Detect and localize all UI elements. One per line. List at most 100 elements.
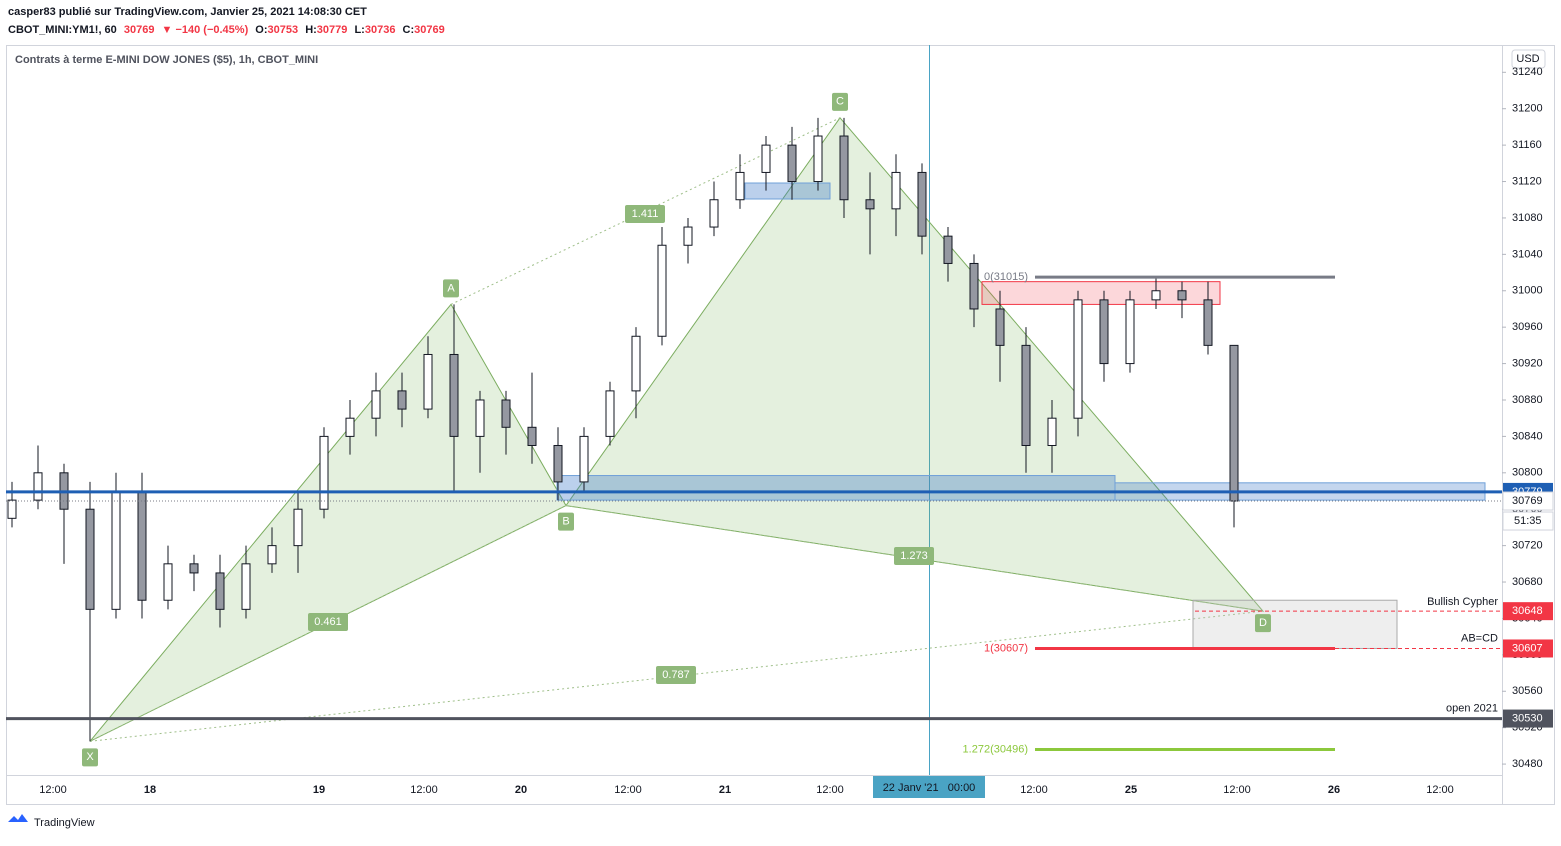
chart-title: Contrats à terme E-MINI DOW JONES ($5), …	[15, 54, 318, 66]
y-tick-label: 30800	[1512, 467, 1543, 479]
blue-zone	[556, 475, 1116, 501]
y-tick-label: 30840	[1512, 430, 1543, 442]
candle-body	[657, 244, 667, 337]
o-label: O:	[255, 24, 267, 36]
last: 30769	[124, 24, 155, 36]
level-text: 1(30607)	[984, 642, 1028, 654]
candle-body	[267, 545, 277, 565]
pattern-point-box	[443, 279, 459, 298]
candle-body	[475, 399, 485, 437]
x-tick-label: 12:00	[410, 784, 438, 796]
candle-body	[917, 171, 927, 237]
x-tick-label: 12:00	[1223, 784, 1251, 796]
candle-body	[631, 335, 641, 392]
y-tick-label: 30960	[1512, 321, 1543, 333]
candle-body	[215, 572, 225, 610]
level-text: 0(31015)	[984, 271, 1028, 283]
candle-body	[605, 390, 615, 437]
candle-body	[501, 399, 511, 428]
candle-body	[1125, 299, 1135, 365]
h-label: H:	[305, 24, 317, 36]
currency: USD	[1516, 53, 1539, 65]
y-tick-label: 31040	[1512, 248, 1543, 260]
y-tick-label: 30920	[1512, 357, 1543, 369]
level-text: Bullish Cypher	[1427, 596, 1498, 608]
y-tick-label: 30680	[1512, 576, 1543, 588]
candle-body	[137, 490, 147, 601]
candle-body	[163, 563, 173, 601]
target-zone	[1192, 599, 1398, 649]
price-label-box	[1503, 602, 1553, 621]
ratio-label: 1.411	[632, 208, 659, 220]
change: ▼ −140 (−0.45%)	[162, 24, 249, 36]
x-tick-label: 12:00	[39, 784, 67, 796]
o: 30753	[268, 24, 299, 36]
candle-body	[709, 199, 719, 228]
c: 30769	[414, 24, 445, 36]
level-note: AB=CD	[1461, 632, 1498, 644]
price-label: 30769	[1512, 495, 1543, 507]
ratio-label: 1.273	[900, 550, 928, 562]
y-tick-label: 30480	[1512, 758, 1543, 770]
pattern-point-label: X	[86, 751, 94, 763]
l-label: L:	[354, 24, 364, 36]
x-tick-label: 12:00	[816, 784, 844, 796]
pattern-point-box	[832, 92, 848, 111]
price-label-box	[1502, 491, 1554, 511]
ratio-box	[308, 613, 348, 631]
pattern-point-label: C	[836, 96, 844, 108]
candle-body	[579, 435, 589, 483]
countdown: 51:35	[1514, 515, 1542, 527]
x-tick-label: 20	[515, 784, 527, 796]
header-quote: CBOT_MINI:YM1!, 60 30769 ▼ −140 (−0.45%)…	[8, 24, 445, 36]
price-label: 30607	[1512, 642, 1543, 654]
y-tick-label: 30560	[1512, 685, 1543, 697]
header-line: casper83 publié sur TradingView.com, Jan…	[8, 6, 367, 18]
candle-body	[1229, 344, 1239, 502]
ratio-box	[894, 547, 934, 565]
plot: 3048030520305603060030640306803072030760…	[6, 66, 1554, 796]
x-tick-label: 12:00	[1426, 784, 1454, 796]
blue-zone-small	[744, 182, 831, 200]
pattern-point-box	[558, 512, 574, 531]
x-tick-label: 12:00	[1020, 784, 1048, 796]
ratio-box	[625, 205, 665, 223]
level-text: open 2021	[1446, 702, 1498, 714]
candle-body	[1203, 299, 1213, 346]
candle-body	[1021, 344, 1031, 446]
candle-body	[995, 308, 1005, 346]
candle-body	[397, 390, 407, 410]
y-tick-label: 31240	[1512, 66, 1543, 78]
candle-body	[189, 563, 199, 574]
y-tick-label: 31080	[1512, 212, 1543, 224]
y-tick-label: 31120	[1512, 175, 1542, 187]
crosshair-label: 22 Janv '21 00:00	[883, 782, 976, 794]
logo	[8, 814, 28, 822]
price-label: 30530	[1512, 712, 1543, 724]
x-tick-label: 18	[144, 784, 156, 796]
h: 30779	[317, 24, 348, 36]
candle-body	[33, 472, 43, 501]
candle-body	[111, 490, 121, 610]
candle-body	[423, 353, 433, 410]
x-tick-label: 25	[1125, 784, 1137, 796]
candle-body	[241, 563, 251, 610]
candle-body	[85, 508, 95, 610]
candle-body	[553, 444, 563, 483]
ratio-box	[656, 666, 696, 684]
candle-body	[943, 235, 953, 264]
candle-body	[865, 199, 875, 210]
brand: TradingView	[34, 817, 95, 829]
ratio-label: 0.787	[662, 669, 690, 681]
candle-body	[969, 262, 979, 310]
pattern-point-label: A	[447, 282, 455, 294]
ratio-label: 0.461	[314, 616, 342, 628]
y-tick-label: 30720	[1512, 540, 1543, 552]
candle-body	[1047, 417, 1057, 446]
c-label: C:	[403, 24, 415, 36]
x-tick-label: 19	[313, 784, 325, 796]
candle-body	[1151, 290, 1161, 301]
